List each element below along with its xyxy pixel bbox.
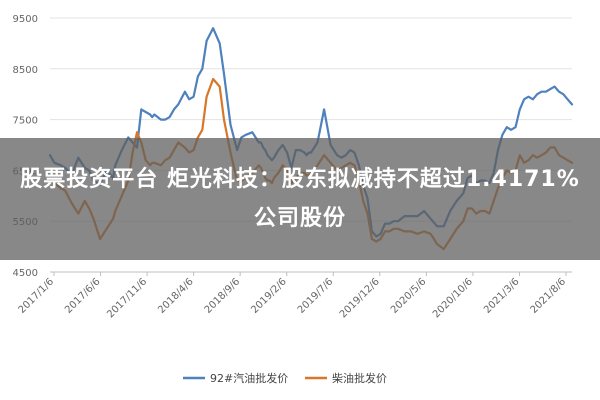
y-tick-label-4500: 4500 [13, 268, 38, 279]
x-tick-label: 2017/1/6 [17, 276, 57, 316]
x-tick-label: 2020/5/6 [389, 276, 429, 316]
legend-label-diesel: 柴油批发价 [332, 371, 387, 385]
x-tick-label: 2020/10/6 [431, 276, 475, 320]
x-tick-label: 2019/7/6 [296, 276, 336, 316]
x-tick-label: 2019/2/6 [249, 276, 289, 316]
y-tick-label-7500: 7500 [13, 116, 38, 127]
x-tick-label: 2017/11/6 [105, 276, 149, 320]
x-tick-label: 2019/12/6 [338, 276, 382, 320]
legend-label-gasoline: 92#汽油批发价 [210, 371, 288, 385]
y-tick-label-8500: 8500 [13, 65, 38, 76]
x-tick-label: 2018/9/6 [203, 276, 243, 316]
y-tick-label-9500: 9500 [13, 14, 38, 25]
x-axis-ticks: 2017/1/6 2017/6/6 2017/11/6 2018/4/6 2018/9/… [17, 272, 569, 320]
x-tick-label: 2017/6/6 [63, 276, 103, 316]
headline-text[interactable]: 股票投资平台 炬光科技：股东拟减持不超过1.4171%公司股份 [20, 167, 580, 231]
x-tick-label: 2021/3/6 [482, 276, 522, 316]
headline-banner: 股票投资平台 炬光科技：股东拟减持不超过1.4171%公司股份 [0, 138, 600, 260]
legend: 92#汽油批发价 柴油批发价 [183, 371, 387, 385]
x-tick-label: 2018/4/6 [156, 276, 196, 316]
x-tick-label: 2021/8/6 [529, 276, 569, 316]
